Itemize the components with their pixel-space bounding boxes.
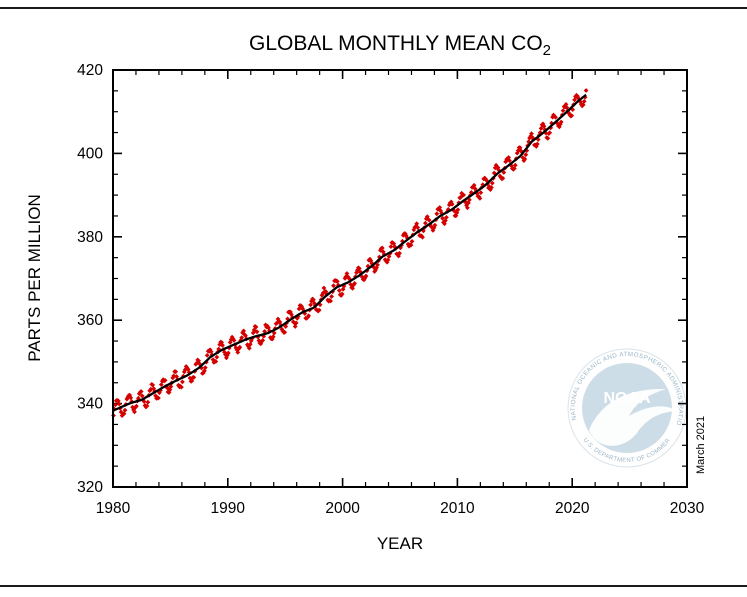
svg-text:320: 320 [77, 479, 103, 496]
svg-text:2010: 2010 [440, 500, 475, 517]
chart-title-subscript: 2 [543, 42, 551, 59]
svg-text:1980: 1980 [96, 500, 131, 517]
noaa-wordmark: NOAA [603, 390, 651, 407]
y-axis-label: PARTS PER MILLION [25, 194, 44, 362]
chart-title: GLOBAL MONTHLY MEAN CO2 [249, 32, 551, 59]
svg-text:2030: 2030 [670, 500, 705, 517]
svg-text:2000: 2000 [325, 500, 360, 517]
svg-text:1990: 1990 [211, 500, 246, 517]
monthly-mean-markers [111, 88, 589, 418]
axis-tick-labels: 1980 1990 2000 2010 2020 2030 320 340 360 380 400 4… [77, 62, 704, 517]
svg-text:400: 400 [77, 145, 103, 162]
svg-text:340: 340 [77, 396, 103, 413]
svg-text:420: 420 [77, 62, 103, 79]
trend-line [113, 93, 587, 412]
svg-text:2020: 2020 [555, 500, 590, 517]
svg-text:360: 360 [77, 312, 103, 329]
date-annotation: March 2021 [695, 416, 707, 474]
chart-title-main: GLOBAL MONTHLY MEAN CO [249, 32, 543, 55]
noaa-bird-icon [589, 388, 677, 446]
x-axis-label: YEAR [377, 534, 423, 553]
svg-text:380: 380 [77, 229, 103, 246]
plot-frame [112, 69, 688, 488]
